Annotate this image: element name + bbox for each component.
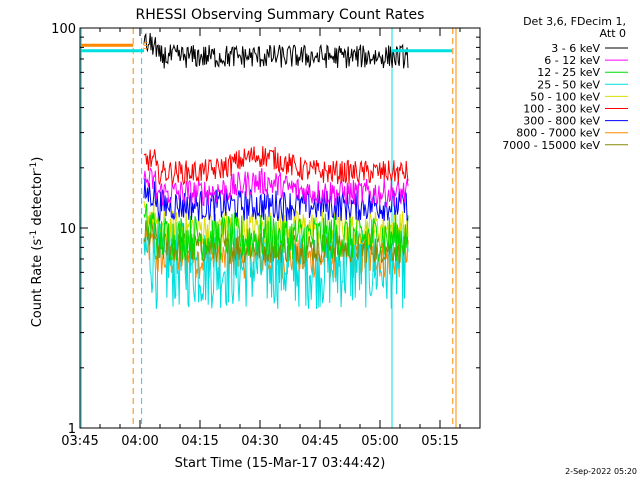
legend-label: 7000 - 15000 keV (502, 139, 600, 152)
legend-label: 25 - 50 keV (537, 78, 600, 91)
y-tick-label: 10 (59, 222, 76, 237)
footer-date: 2-Sep-2022 05:20 (565, 467, 637, 476)
legend-label: 50 - 100 keV (530, 90, 600, 103)
y-tick-label: 100 (51, 22, 76, 37)
y-axis-label: Count Rate (s-1 detector-1) (29, 157, 45, 328)
x-tick-label: 05:00 (361, 434, 398, 449)
series-line (143, 167, 409, 208)
series-line (143, 220, 409, 265)
legend-label: 800 - 7000 keV (516, 127, 600, 140)
series-line (143, 146, 409, 186)
flag-letter: S (142, 41, 148, 52)
x-tick-label: 04:15 (181, 434, 218, 449)
x-axis-label: Start Time (15-Mar-17 03:44:42) (175, 456, 386, 471)
series-line (143, 203, 409, 262)
legend-label: 100 - 300 keV (523, 103, 600, 116)
legend-header: Det 3,6, FDecim 1, (523, 15, 626, 28)
legend-label: 3 - 6 keV (551, 42, 600, 55)
x-tick-label: 04:45 (301, 434, 338, 449)
legend-label: 6 - 12 keV (544, 54, 600, 67)
chart-title: RHESSI Observing Summary Count Rates (136, 7, 425, 23)
legend-label: 12 - 25 keV (537, 66, 600, 79)
x-tick-label: 05:15 (421, 434, 458, 449)
x-tick-label: 04:30 (241, 434, 278, 449)
x-tick-label: 04:00 (121, 434, 158, 449)
x-tick-label: 03:45 (61, 434, 98, 449)
y-tick-label: 1 (68, 422, 76, 437)
series-line (143, 178, 409, 222)
legend-header: Att 0 (600, 27, 626, 40)
series-line (143, 32, 409, 69)
svg-text:Count Rate (s-1 detector-1): Count Rate (s-1 detector-1) (29, 157, 45, 328)
plot-area: S 1 10 100 03:45 04:00 04:15 04:30 04:45 05:00 05:… (51, 22, 481, 449)
legend-label: 300 - 800 keV (523, 115, 600, 128)
